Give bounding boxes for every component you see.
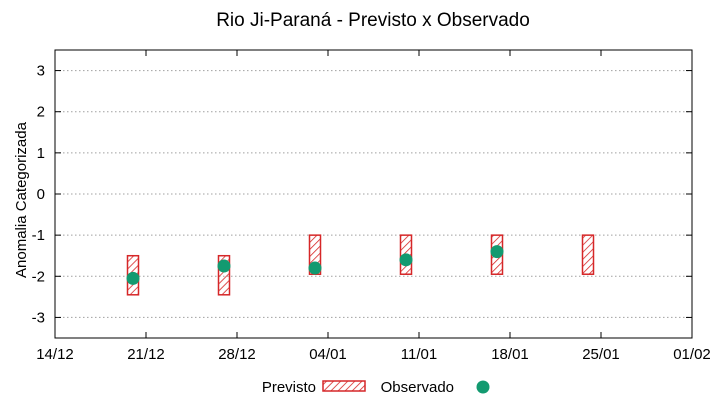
y-tick-label: 0 [37, 186, 45, 203]
x-tick-label: 04/01 [309, 346, 347, 363]
observado-point [490, 245, 504, 259]
y-axis-label: Anomalia Categorizada [13, 121, 30, 278]
x-tick-label: 18/01 [491, 346, 529, 363]
observado-point [217, 259, 231, 273]
y-tick-label: -2 [32, 268, 45, 285]
previsto-interval [217, 254, 231, 296]
axis-ticks: 3 2 1 0 -1 -2 -3 14/12 21/12 28/12 04/01 11/01 18/01… [32, 50, 711, 363]
x-tick-label: 11/01 [401, 346, 437, 363]
legend-swatch-previsto [322, 380, 366, 392]
y-tick-label: 1 [37, 145, 45, 162]
grid-lines [55, 70, 692, 318]
legend: Previsto Observado [262, 379, 490, 396]
observado-point [308, 261, 322, 275]
x-tick-label: 28/12 [218, 346, 256, 363]
x-tick-label: 25/01 [582, 346, 620, 363]
observado-point [126, 271, 140, 285]
observado-series [126, 245, 504, 285]
chart-title: Rio Ji-Paraná - Previsto x Observado [216, 10, 530, 31]
observado-point [399, 253, 413, 267]
legend-label-previsto: Previsto [262, 379, 316, 396]
x-tick-label: 01/02 [673, 346, 711, 363]
previsto-series [126, 234, 595, 296]
y-tick-label: 2 [37, 104, 45, 121]
y-tick-label: -3 [32, 309, 45, 326]
y-tick-label: 3 [37, 63, 45, 80]
x-tick-label: 14/12 [36, 346, 74, 363]
y-tick-label: -1 [32, 227, 45, 244]
x-tick-label: 21/12 [127, 346, 165, 363]
legend-marker-observado [476, 380, 490, 394]
previsto-interval [581, 234, 595, 275]
plot-frame [54, 49, 693, 339]
legend-label-observado: Observado [381, 379, 454, 396]
